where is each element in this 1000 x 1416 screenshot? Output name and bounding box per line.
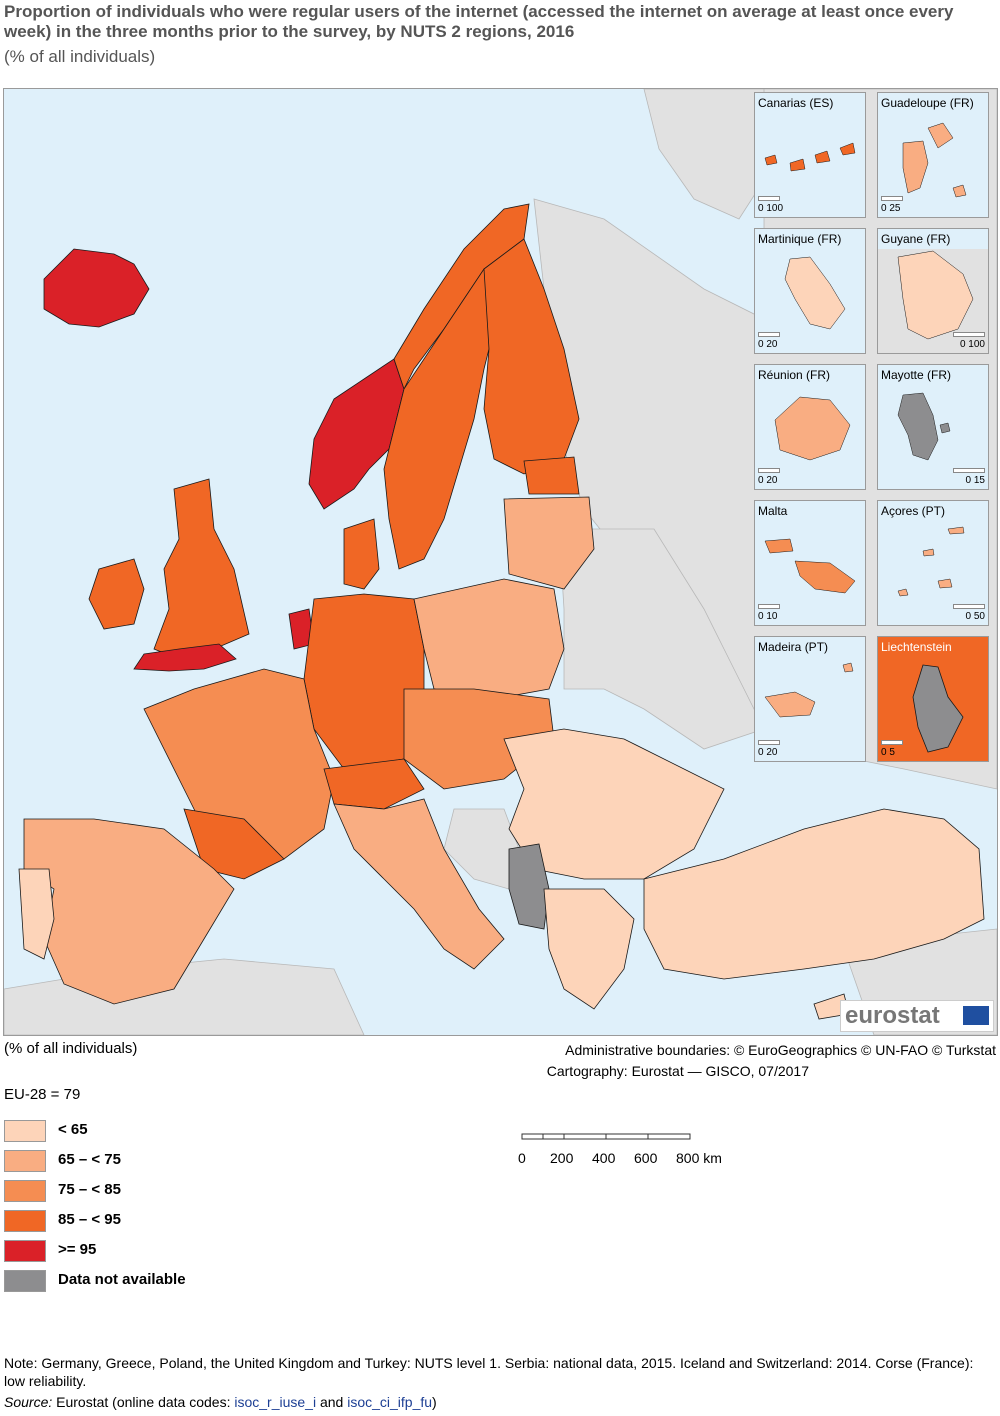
scale-label: 400 (592, 1150, 616, 1166)
inset-martinique-svg (784, 256, 846, 330)
inset-label: Martinique (FR) (758, 232, 842, 246)
legend-label: >= 95 (58, 1241, 97, 1258)
inset-label: Mayotte (FR) (881, 368, 952, 382)
inset-scale-label: 0 5 (881, 747, 895, 758)
legend-label: 85 – < 95 (58, 1211, 121, 1228)
scale-bar-svg (521, 1133, 691, 1140)
inset-label: Malta (758, 504, 788, 518)
map-title: Proportion of individuals who were regul… (4, 2, 954, 41)
inset-guyane-svg (878, 229, 988, 340)
inset-martinique[interactable]: Martinique (FR) 0 20 (754, 228, 866, 354)
inset-reunion-svg (774, 396, 851, 461)
inset-label: Réunion (FR) (758, 368, 831, 382)
source-label: Source: (4, 1394, 53, 1410)
france-region (143, 668, 335, 860)
inset-canarias-svg (764, 142, 856, 172)
source-line: Source: Eurostat (online data codes: iso… (4, 1394, 437, 1410)
inset-label: Guadeloupe (FR) (881, 96, 974, 110)
inset-label: Açores (PT) (881, 504, 946, 518)
inset-acores[interactable]: Açores (PT) 0 50 (877, 500, 989, 626)
source-and: and (316, 1394, 348, 1410)
legend-swatch (4, 1150, 46, 1172)
inset-label: Canarias (ES) (758, 96, 834, 110)
map-subtitle: (% of all individuals) (4, 47, 156, 66)
inset-guadeloupe-svg (902, 122, 967, 198)
spain-region (23, 818, 235, 1005)
inset-scale-label: 0 50 (965, 611, 985, 622)
scale-bar: 0 200 400 600 800 km (510, 1130, 730, 1170)
source-close: ) (432, 1394, 437, 1410)
uk-south-region-gte95 (133, 643, 237, 672)
inset-scale-label: 0 20 (758, 747, 778, 758)
legend-label: < 65 (58, 1121, 88, 1138)
inset-scale-label: 0 15 (965, 475, 985, 486)
footnote: Note: Germany, Greece, Poland, the Unite… (4, 1355, 974, 1389)
inset-scale-label: 0 100 (959, 339, 985, 350)
inset-malta[interactable]: Malta 0 10 (754, 500, 866, 626)
scale-label: 800 km (676, 1150, 722, 1166)
legend-swatch (4, 1120, 46, 1142)
inset-scale-label: 0 100 (758, 203, 784, 214)
data-code-link-2[interactable]: isoc_ci_ifp_fu (347, 1394, 433, 1410)
inset-liechtenstein-svg (912, 664, 964, 753)
source-text: Eurostat (online data codes: (52, 1394, 235, 1410)
scale-label: 600 (634, 1150, 658, 1166)
inset-liechtenstein[interactable]: Liechtenstein 0 5 (877, 636, 989, 762)
main-map[interactable]: Canarias (ES) 0 100 Guadeloupe (FR) 0 25… (3, 88, 998, 1036)
legend-swatch (4, 1210, 46, 1232)
legend-label: 65 – < 75 (58, 1151, 121, 1168)
belarus-ukraine-shape (558, 528, 765, 750)
romania-bulgaria-region (503, 728, 725, 880)
inset-mayotte-svg (897, 392, 951, 461)
inset-acores-svg (897, 526, 965, 597)
data-code-link-1[interactable]: isoc_r_iuse_i (234, 1394, 317, 1410)
legend-swatch (4, 1270, 46, 1292)
legend-swatch (4, 1240, 46, 1262)
eu-flag-icon (963, 1006, 989, 1025)
estonia-region (523, 456, 580, 495)
norway-region-gte95 (308, 358, 405, 510)
poland-region (413, 578, 565, 700)
inset-scale-label: 0 10 (758, 611, 778, 622)
eu-average: EU-28 = 79 (4, 1086, 81, 1103)
alps-region (323, 758, 425, 810)
western-balkans-na-region (508, 843, 550, 930)
eurostat-logo: eurostat (840, 1000, 994, 1032)
boundaries-credit: Administrative boundaries: © EuroGeograp… (565, 1042, 996, 1058)
greenland-shape (643, 89, 785, 220)
inset-guyane[interactable]: Guyane (FR) 0 100 (877, 228, 989, 354)
uk-region (153, 478, 250, 660)
inset-label: Liechtenstein (881, 640, 952, 654)
inset-mayotte[interactable]: Mayotte (FR) 0 15 (877, 364, 989, 490)
legend-swatch (4, 1180, 46, 1202)
scale-label: 200 (550, 1150, 574, 1166)
inset-malta-svg (764, 538, 856, 594)
inset-madeira[interactable]: Madeira (PT) 0 20 (754, 636, 866, 762)
latvia-lithuania-region (503, 496, 595, 590)
legend-unit: (% of all individuals) (4, 1040, 138, 1057)
inset-scale-label: 0 20 (758, 475, 778, 486)
italy-region (333, 798, 505, 970)
inset-label: Guyane (FR) (881, 232, 951, 246)
scale-label: 0 (518, 1150, 526, 1166)
greece-region (543, 888, 635, 1010)
legend-label: Data not available (58, 1271, 186, 1288)
turkey-region (643, 808, 985, 980)
inset-canarias[interactable]: Canarias (ES) 0 100 (754, 92, 866, 218)
eurostat-logo-text: eurostat (845, 1002, 940, 1029)
inset-scale-label: 0 20 (758, 339, 778, 350)
denmark-region (343, 518, 380, 590)
inset-label: Madeira (PT) (758, 640, 829, 654)
inset-reunion[interactable]: Réunion (FR) 0 20 (754, 364, 866, 490)
inset-madeira-svg (764, 662, 854, 718)
inset-scale-label: 0 25 (881, 203, 901, 214)
ireland-region (88, 558, 145, 630)
portugal-region (18, 868, 55, 960)
legend-label: 75 – < 85 (58, 1181, 121, 1198)
iceland-region (43, 248, 150, 328)
cartography-credit: Cartography: Eurostat — GISCO, 07/2017 (546, 1063, 809, 1079)
inset-guadeloupe[interactable]: Guadeloupe (FR) 0 25 (877, 92, 989, 218)
